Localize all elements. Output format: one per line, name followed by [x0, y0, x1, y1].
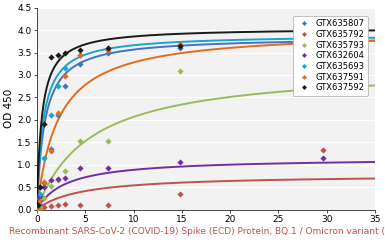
Y-axis label: OD 450: OD 450 — [4, 89, 14, 128]
Point — [37, 185, 44, 189]
Point — [48, 149, 54, 153]
Point — [105, 166, 112, 170]
Point — [62, 50, 69, 54]
Point — [55, 111, 61, 115]
Point — [62, 84, 69, 88]
Point — [77, 204, 83, 208]
Point — [177, 46, 183, 50]
Point — [48, 204, 54, 208]
Point — [62, 170, 69, 173]
Point — [41, 156, 47, 160]
Point — [48, 178, 54, 182]
Point — [320, 30, 326, 34]
Point — [77, 166, 83, 170]
Point — [77, 53, 83, 57]
Point — [177, 44, 183, 48]
Point — [41, 185, 47, 189]
Point — [41, 122, 47, 126]
Point — [77, 62, 83, 66]
Point — [48, 147, 54, 151]
Point — [62, 202, 69, 206]
Point — [35, 203, 41, 207]
Point — [35, 196, 41, 200]
Point — [105, 203, 112, 207]
Point — [177, 192, 183, 196]
Point — [37, 192, 44, 196]
Point — [62, 74, 69, 78]
Point — [55, 178, 61, 182]
Point — [35, 206, 41, 210]
Point — [77, 53, 83, 57]
Point — [35, 206, 41, 210]
Point — [177, 42, 183, 46]
Point — [37, 198, 44, 202]
Point — [77, 139, 83, 143]
Point — [41, 180, 47, 184]
Point — [320, 156, 326, 160]
Point — [37, 206, 44, 210]
Point — [62, 176, 69, 180]
Point — [35, 205, 41, 209]
Legend: GTX635807, GTX635792, GTX635793, GTX632604, GTX635693, GTX637591, GTX637592: GTX635807, GTX635792, GTX635793, GTX6326… — [293, 16, 368, 96]
Point — [55, 113, 61, 117]
X-axis label: Recombinant SARS-CoV-2 (COVID-19) Spike (ECD) Protein, BQ.1 / Omicron variant (n: Recombinant SARS-CoV-2 (COVID-19) Spike … — [10, 227, 385, 236]
Point — [105, 50, 112, 54]
Point — [320, 42, 326, 46]
Point — [62, 66, 69, 70]
Point — [41, 180, 47, 184]
Point — [35, 206, 41, 210]
Point — [105, 139, 112, 143]
Point — [320, 50, 326, 54]
Point — [320, 148, 326, 152]
Point — [35, 206, 41, 210]
Point — [48, 55, 54, 59]
Point — [48, 113, 54, 117]
Point — [105, 48, 112, 52]
Point — [41, 196, 47, 200]
Point — [77, 48, 83, 52]
Point — [37, 203, 44, 207]
Point — [41, 205, 47, 209]
Point — [55, 203, 61, 207]
Point — [105, 48, 112, 52]
Point — [105, 46, 112, 50]
Point — [55, 84, 61, 88]
Point — [177, 160, 183, 164]
Point — [177, 69, 183, 73]
Point — [37, 205, 44, 209]
Point — [48, 184, 54, 188]
Point — [55, 177, 61, 181]
Point — [320, 42, 326, 46]
Point — [55, 53, 61, 57]
Point — [320, 42, 326, 46]
Point — [37, 194, 44, 198]
Point — [177, 44, 183, 48]
